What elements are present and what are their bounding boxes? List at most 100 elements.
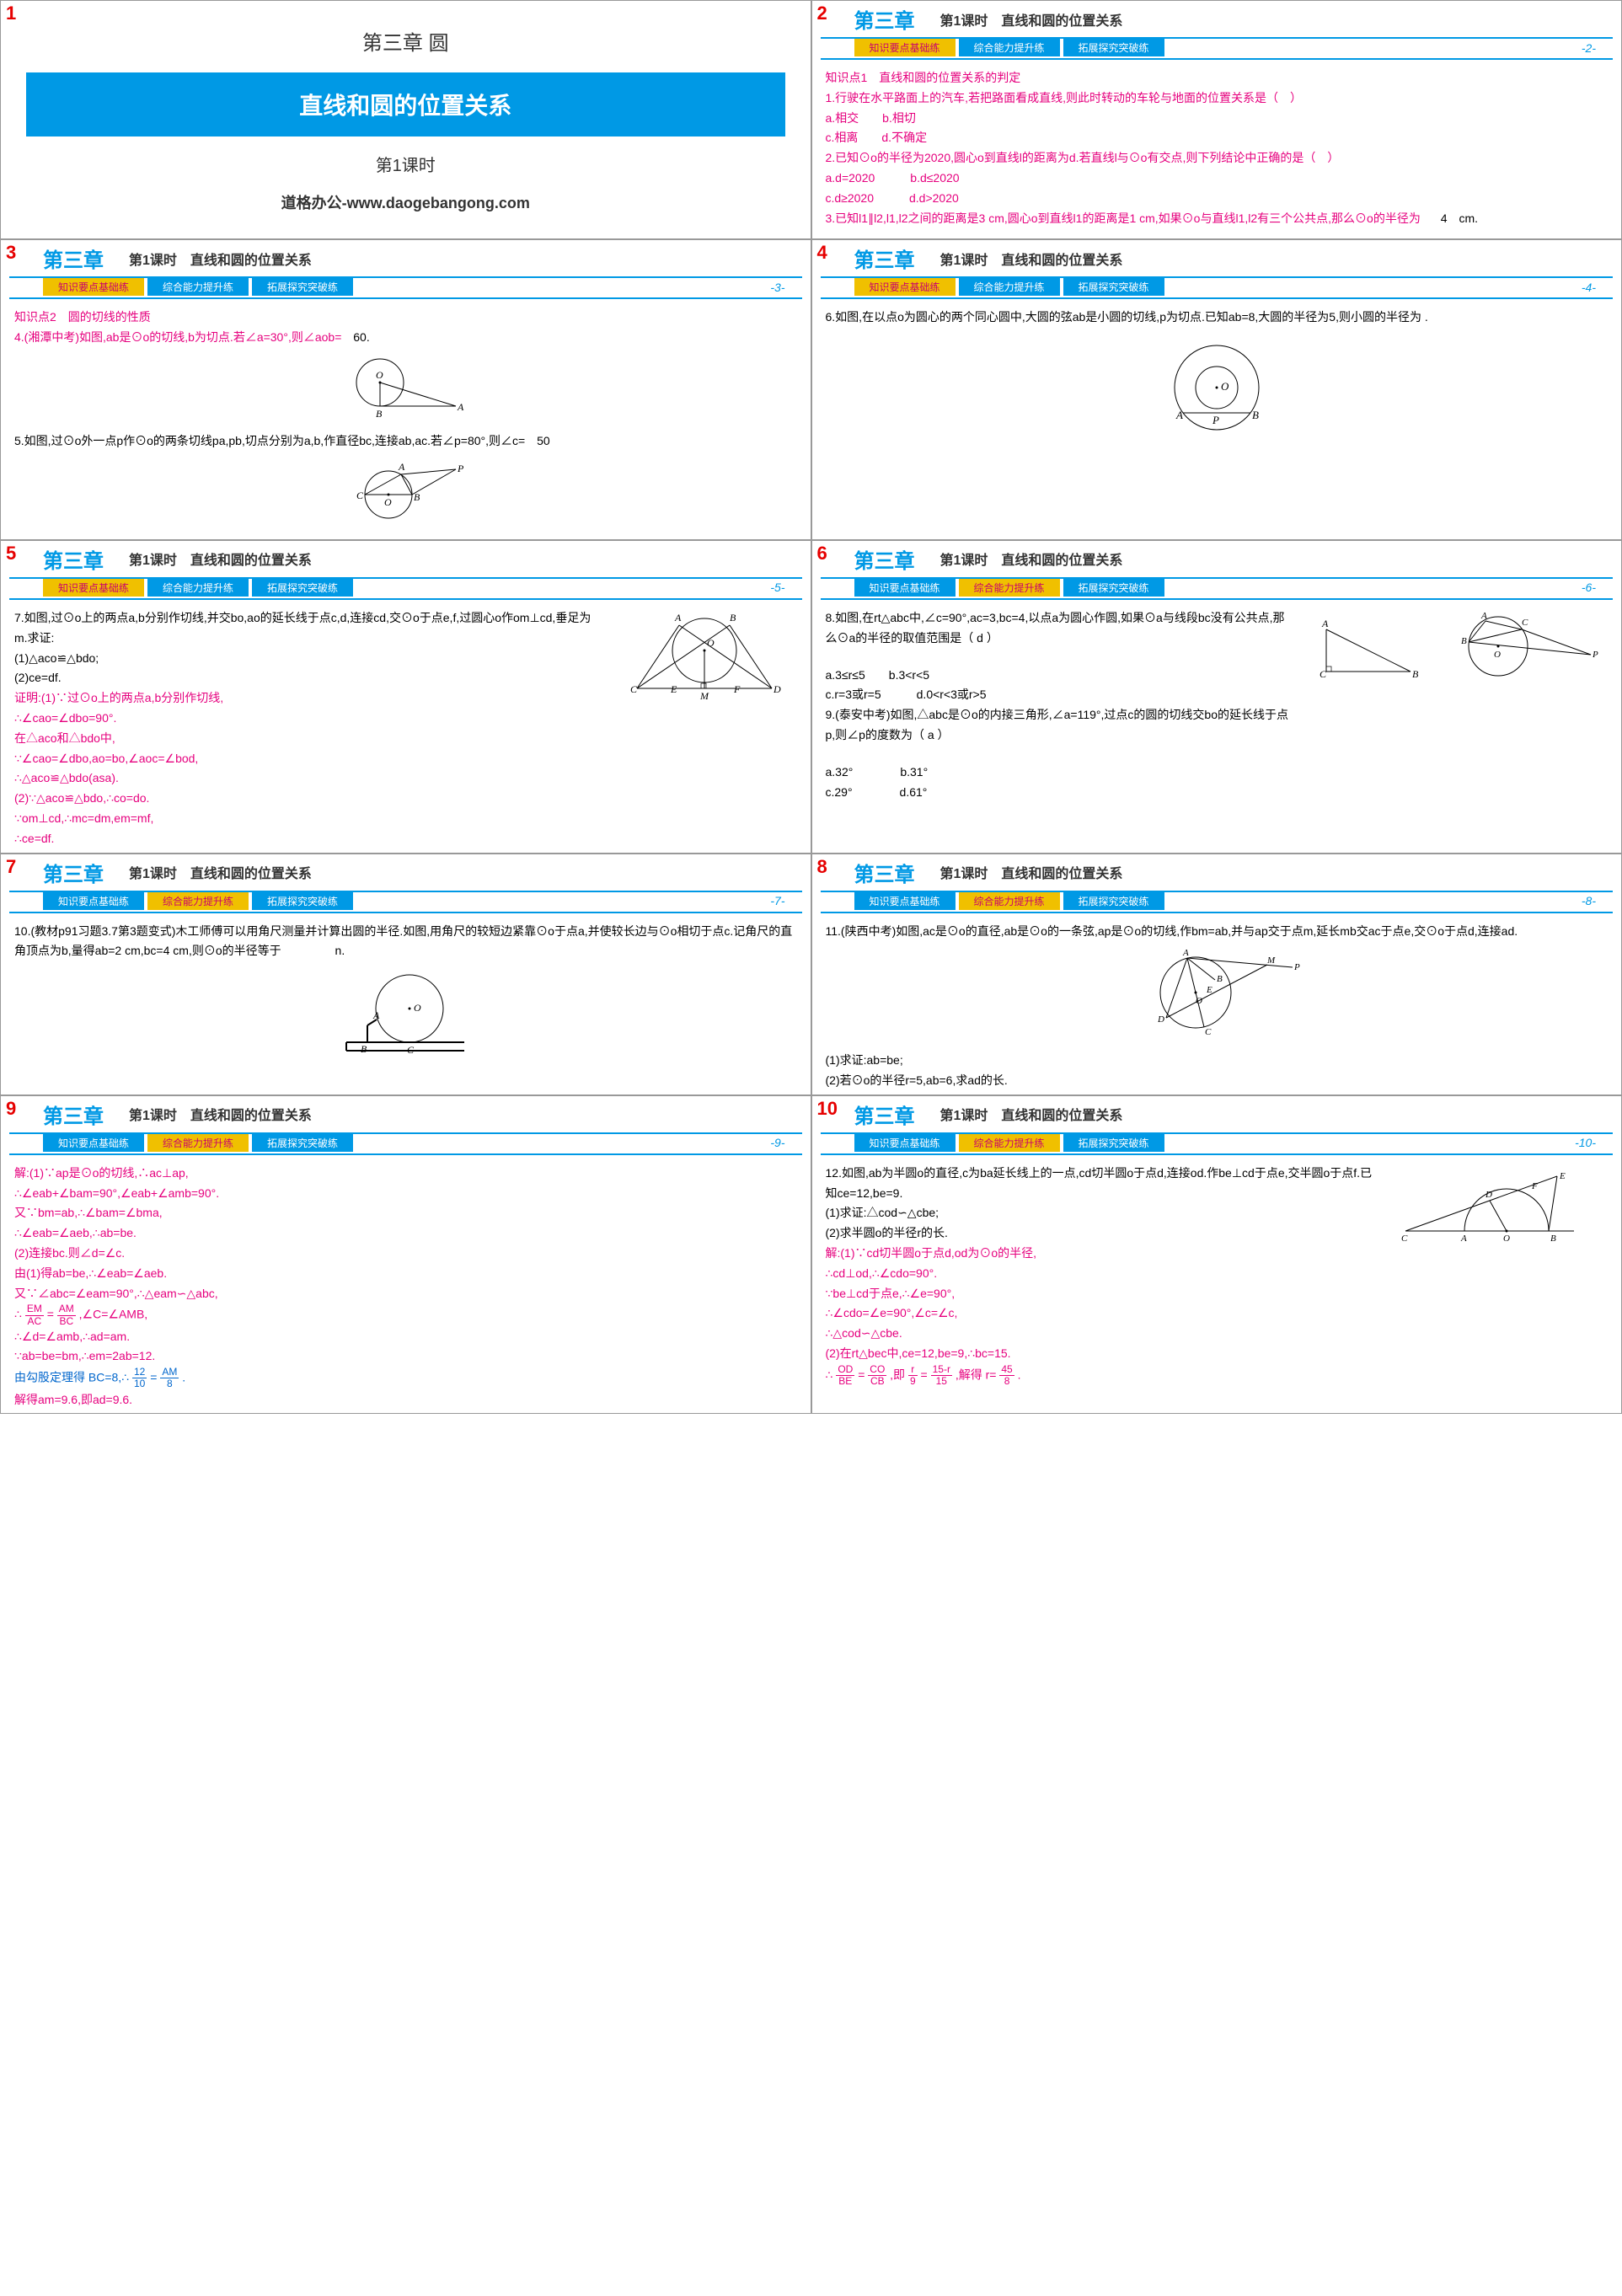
tab-extend[interactable]: 拓展探究突破练 <box>252 278 353 296</box>
svg-text:D: D <box>773 683 781 695</box>
svg-text:F: F <box>733 683 741 695</box>
tab-basics[interactable]: 知识要点基础练 <box>854 1134 956 1152</box>
lesson-title: 第1课时 直线和圆的位置关系 <box>940 549 1123 569</box>
q5-text: 5.如图,过⊙o外一点p作⊙o的两条切线pa,pb,切点分别为a,b,作直径bc… <box>14 434 525 447</box>
tab-extend[interactable]: 拓展探究突破练 <box>252 1134 353 1152</box>
divider <box>9 912 802 913</box>
tab-extend[interactable]: 拓展探究突破练 <box>1063 892 1164 910</box>
tab-extend[interactable]: 拓展探究突破练 <box>1063 278 1164 296</box>
slide-number: 10 <box>817 1098 838 1120</box>
diagram-q7: A B C D O E F M <box>612 608 797 849</box>
tab-basics[interactable]: 知识要点基础练 <box>43 892 144 910</box>
tab-extend[interactable]: 拓展探究突破练 <box>252 892 353 910</box>
tab-basics[interactable]: 知识要点基础练 <box>43 1134 144 1152</box>
s2: ∴cd⊥od,∴∠cdo=90°. <box>826 1264 1381 1284</box>
svg-text:C: C <box>407 1044 415 1056</box>
q11: 11.(陕西中考)如图,ac是⊙o的直径,ab是⊙o的一条弦,ap是⊙o的切线,… <box>826 922 1609 942</box>
q9: 9.(泰安中考)如图,△abc是⊙o的内接三角形,∠a=119°,过点c的圆的切… <box>826 705 1293 746</box>
tab-basics[interactable]: 知识要点基础练 <box>43 278 144 296</box>
tab-advanced[interactable]: 综合能力提升练 <box>959 39 1060 56</box>
chapter-tag: 第三章 <box>854 4 915 34</box>
q10a: 10.(教材p91习题3.7第3题变式)木工师傅可以用角尺测量并计算出圆的半径.… <box>14 924 792 958</box>
page-num: -10- <box>1575 1136 1613 1149</box>
lesson-title: 第1课时 直线和圆的位置关系 <box>129 862 312 882</box>
diagram-q9: A B C O P <box>1439 608 1608 684</box>
q5-ans: 50 <box>528 434 550 447</box>
slide-9: 9 第三章 第1课时 直线和圆的位置关系 知识要点基础练 综合能力提升练 拓展探… <box>0 1095 811 1415</box>
svg-text:O: O <box>707 637 715 649</box>
svg-text:O: O <box>1196 996 1202 1006</box>
tab-basics[interactable]: 知识要点基础练 <box>43 579 144 597</box>
divider <box>9 297 802 299</box>
diagram-q10: O A B C <box>14 966 797 1074</box>
tab-advanced[interactable]: 综合能力提升练 <box>959 278 1060 296</box>
svg-text:A: A <box>1182 948 1189 958</box>
tab-advanced[interactable]: 综合能力提升练 <box>147 1134 249 1152</box>
slide-number: 3 <box>6 242 16 264</box>
s7b: ,即 <box>890 1367 905 1381</box>
tab-basics[interactable]: 知识要点基础练 <box>854 278 956 296</box>
tab-advanced[interactable]: 综合能力提升练 <box>147 892 249 910</box>
knowledge-point: 知识点1 直线和圆的位置关系的判定 <box>826 68 1609 88</box>
q2: 2.已知⊙o的半径为2020,圆心o到直线l的距离为d.若直线l与⊙o有交点,则… <box>826 148 1609 169</box>
q12a: (1)求证:△cod∽△cbe; <box>826 1203 1381 1223</box>
q12b: (2)求半圆o的半径r的长. <box>826 1223 1381 1244</box>
l9: ∴∠d=∠amb,∴ad=am. <box>14 1327 797 1347</box>
tab-extend[interactable]: 拓展探究突破练 <box>1063 39 1164 56</box>
slide-8: 8 第三章 第1课时 直线和圆的位置关系 知识要点基础练 综合能力提升练 拓展探… <box>811 854 1622 1095</box>
q1-opts-a: a.相交 b.相切 <box>826 109 1609 129</box>
tab-extend[interactable]: 拓展探究突破练 <box>1063 1134 1164 1152</box>
tab-advanced[interactable]: 综合能力提升练 <box>147 278 249 296</box>
s6: (2)在rt△bec中,ce=12,be=9,∴bc=15. <box>826 1344 1381 1364</box>
q9a: a.32° b.31° <box>826 763 1293 783</box>
l11: 由勾股定理得 BC=8,∴ 1210 = AM8 . <box>14 1367 797 1389</box>
diagram-q6: O A B P <box>826 333 1609 458</box>
chapter-tag: 第三章 <box>854 1100 915 1129</box>
tab-advanced[interactable]: 综合能力提升练 <box>959 1134 1060 1152</box>
slide-number: 7 <box>6 856 16 878</box>
tab-extend[interactable]: 拓展探究突破练 <box>252 579 353 597</box>
tab-extend[interactable]: 拓展探究突破练 <box>1063 579 1164 597</box>
frac-6: COCB <box>868 1364 886 1387</box>
tab-basics[interactable]: 知识要点基础练 <box>854 892 956 910</box>
svg-text:A: A <box>372 1009 380 1021</box>
chapter-tag: 第三章 <box>43 244 104 273</box>
tab-row: 知识要点基础练 综合能力提升练 拓展探究突破练 -10- <box>812 1134 1622 1152</box>
header: 第三章 第1课时 直线和圆的位置关系 <box>1 240 811 275</box>
l8: ∴ EMAC = AMBC ,∠C=∠AMB, <box>14 1303 797 1326</box>
q1: 1.行驶在水平路面上的汽车,若把路面看成直线,则此时转动的车轮与地面的位置关系是… <box>826 88 1609 109</box>
l11b: . <box>182 1371 185 1384</box>
tab-advanced[interactable]: 综合能力提升练 <box>147 579 249 597</box>
p6: (2)∵△aco≌△bdo,∴co=do. <box>14 789 603 809</box>
svg-text:B: B <box>1412 668 1419 680</box>
divider <box>821 58 1614 60</box>
content: 12.如图,ab为半圆o的直径,c为ba延长线上的一点,cd切半圆o于点d,连接… <box>812 1160 1622 1390</box>
tab-advanced[interactable]: 综合能力提升练 <box>959 892 1060 910</box>
tab-advanced[interactable]: 综合能力提升练 <box>959 579 1060 597</box>
diagram-q11: A B C D O E M P <box>826 946 1609 1046</box>
svg-text:O: O <box>1221 380 1229 393</box>
header: 第三章 第1课时 直线和圆的位置关系 <box>812 1096 1622 1131</box>
divider <box>9 598 802 600</box>
lesson-title: 第1课时 直线和圆的位置关系 <box>129 249 312 269</box>
svg-text:B: B <box>1252 409 1259 421</box>
svg-text:A: A <box>1321 618 1329 629</box>
tab-basics[interactable]: 知识要点基础练 <box>854 39 956 56</box>
q7a: (1)△aco≌△bdo; <box>14 649 603 669</box>
tab-basics[interactable]: 知识要点基础练 <box>854 579 956 597</box>
content: 解:(1)∵ap是⊙o的切线,∴ac⊥ap, ∴∠eab+∠bam=90°,∠e… <box>1 1160 811 1414</box>
slide-number: 2 <box>817 3 827 24</box>
q8a: a.3≤r≤5 b.3<r<5 <box>826 666 1293 686</box>
chapter-tag: 第三章 <box>854 544 915 574</box>
page-num: -5- <box>770 581 801 594</box>
q1-opts-b: c.相离 d.不确定 <box>826 128 1609 148</box>
frac-8: 15-r15 <box>931 1364 952 1387</box>
q12: 12.如图,ab为半圆o的直径,c为ba延长线上的一点,cd切半圆o于点d,连接… <box>826 1164 1381 1204</box>
page-num: -4- <box>1582 281 1613 294</box>
divider <box>821 297 1614 299</box>
main-title: 直线和圆的位置关系 <box>26 72 785 136</box>
page-num: -9- <box>770 1136 801 1149</box>
frac-2: AMBC <box>57 1303 76 1326</box>
s7a: ∴ <box>826 1367 833 1381</box>
q3-text: 3.已知l1∥l2,l1,l2之间的距离是3 cm,圆心o到直线l1的距离是1 … <box>826 211 1421 225</box>
